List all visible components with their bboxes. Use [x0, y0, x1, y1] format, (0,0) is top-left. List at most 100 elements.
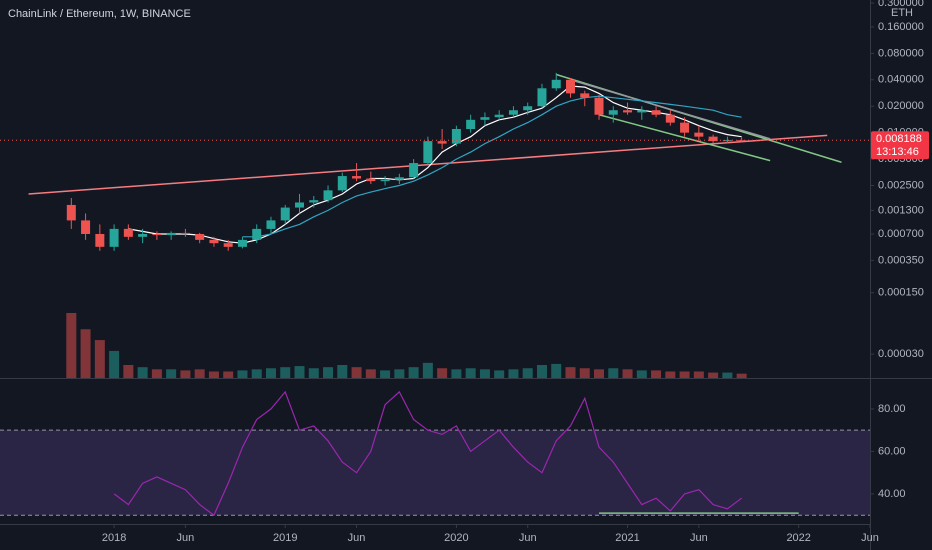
- volume-bar: [123, 365, 134, 378]
- y-tick-label: 0.080000: [878, 47, 924, 59]
- y-tick-label: 40.00: [878, 488, 906, 500]
- rsi-line: [113, 390, 742, 517]
- volume-bar: [408, 367, 419, 378]
- candle-body: [708, 136, 718, 142]
- candle-body: [466, 119, 476, 130]
- y-tick-label: 0.160000: [878, 21, 924, 33]
- volume-bar: [679, 371, 690, 378]
- volume-bar: [251, 369, 262, 378]
- volume-bar: [80, 329, 91, 378]
- candle-body: [280, 207, 290, 221]
- candle-body: [580, 93, 590, 98]
- volume-bar: [351, 367, 362, 378]
- candle-body: [352, 176, 362, 179]
- candle-body: [180, 232, 190, 234]
- candle-body: [537, 88, 547, 107]
- candle-body: [594, 97, 604, 115]
- last-price-box: [871, 131, 929, 160]
- candle-body: [337, 176, 347, 191]
- candle-body: [380, 179, 390, 182]
- volume-bar: [465, 368, 476, 378]
- last-price-label: 0.008188: [876, 133, 922, 145]
- candle-body: [451, 129, 461, 144]
- candle-body: [252, 228, 262, 240]
- candle-body: [409, 163, 419, 178]
- volume-bar: [365, 369, 376, 378]
- volume-bar: [94, 340, 105, 378]
- candle-body: [437, 141, 447, 144]
- y-tick-label: 0.001300: [878, 204, 924, 216]
- volume-bar: [479, 369, 490, 378]
- volume-bar: [708, 372, 719, 378]
- volume-bar: [722, 372, 733, 378]
- volume-bar: [237, 370, 248, 378]
- y-tick-label: 0.040000: [878, 74, 924, 86]
- candle-body: [66, 204, 76, 221]
- candle-body: [665, 114, 675, 123]
- candle-body: [694, 132, 704, 137]
- candle-body: [523, 106, 533, 111]
- trendline: [598, 113, 771, 162]
- candle-body: [95, 233, 105, 247]
- candle-body: [237, 239, 247, 247]
- candle-body: [608, 110, 618, 115]
- candle-body: [323, 190, 333, 201]
- candle-body: [623, 110, 633, 113]
- y-tick-label: 0.000700: [878, 228, 924, 240]
- volume-bar: [151, 369, 162, 378]
- volume-bar: [636, 370, 647, 378]
- x-tick-label: Jun: [348, 532, 366, 544]
- candle-body: [109, 228, 119, 247]
- volume-bar: [651, 370, 662, 378]
- volume-bar: [551, 363, 562, 378]
- x-tick-label: 2020: [444, 532, 468, 544]
- candle-body: [138, 233, 148, 237]
- currency-label: ETH: [891, 7, 913, 19]
- volume-bar: [294, 366, 305, 378]
- volume-bar: [536, 365, 547, 378]
- candle-body: [423, 141, 433, 164]
- x-tick-label: 2018: [102, 532, 126, 544]
- x-tick-label: 2021: [615, 532, 639, 544]
- volume-bar: [608, 368, 619, 378]
- x-tick-label: 2022: [786, 532, 810, 544]
- volume-bar: [508, 369, 519, 378]
- candle-body: [123, 228, 133, 237]
- candle-body: [366, 178, 376, 182]
- rsi-band: [0, 430, 870, 516]
- candle-body: [394, 177, 404, 180]
- volume-bar: [451, 369, 462, 378]
- moving-average: [128, 85, 742, 244]
- volume-bar: [437, 368, 448, 378]
- volume-bar: [137, 367, 148, 378]
- y-tick-label: 0.000150: [878, 287, 924, 299]
- volume-bar: [280, 367, 291, 378]
- candle-body: [551, 79, 561, 89]
- y-tick-label: 0.020000: [878, 100, 924, 112]
- volume-bar: [223, 371, 234, 378]
- trendline: [570, 79, 771, 140]
- volume-bar: [736, 373, 747, 378]
- y-tick-label: 0.000030: [878, 348, 924, 360]
- volume-bar: [66, 313, 77, 378]
- candle-body: [195, 233, 205, 240]
- volume-bar: [394, 369, 405, 378]
- volume-bar: [194, 369, 205, 378]
- y-tick-label: 0.000350: [878, 254, 924, 266]
- candle-body: [209, 239, 219, 244]
- volume-bar: [422, 362, 433, 378]
- x-tick-label: Jun: [690, 532, 708, 544]
- volume-bar: [693, 371, 704, 378]
- candle-body: [152, 233, 162, 236]
- y-tick-label: 0.002500: [878, 179, 924, 191]
- candle-body: [266, 220, 276, 229]
- volume-bar: [208, 371, 219, 378]
- volume-bar: [308, 368, 319, 378]
- candle-body: [637, 110, 647, 113]
- candle-body: [494, 114, 504, 118]
- x-tick-label: Jun: [177, 532, 195, 544]
- y-tick-label: 0.300000: [878, 0, 924, 9]
- candle-body: [737, 140, 747, 142]
